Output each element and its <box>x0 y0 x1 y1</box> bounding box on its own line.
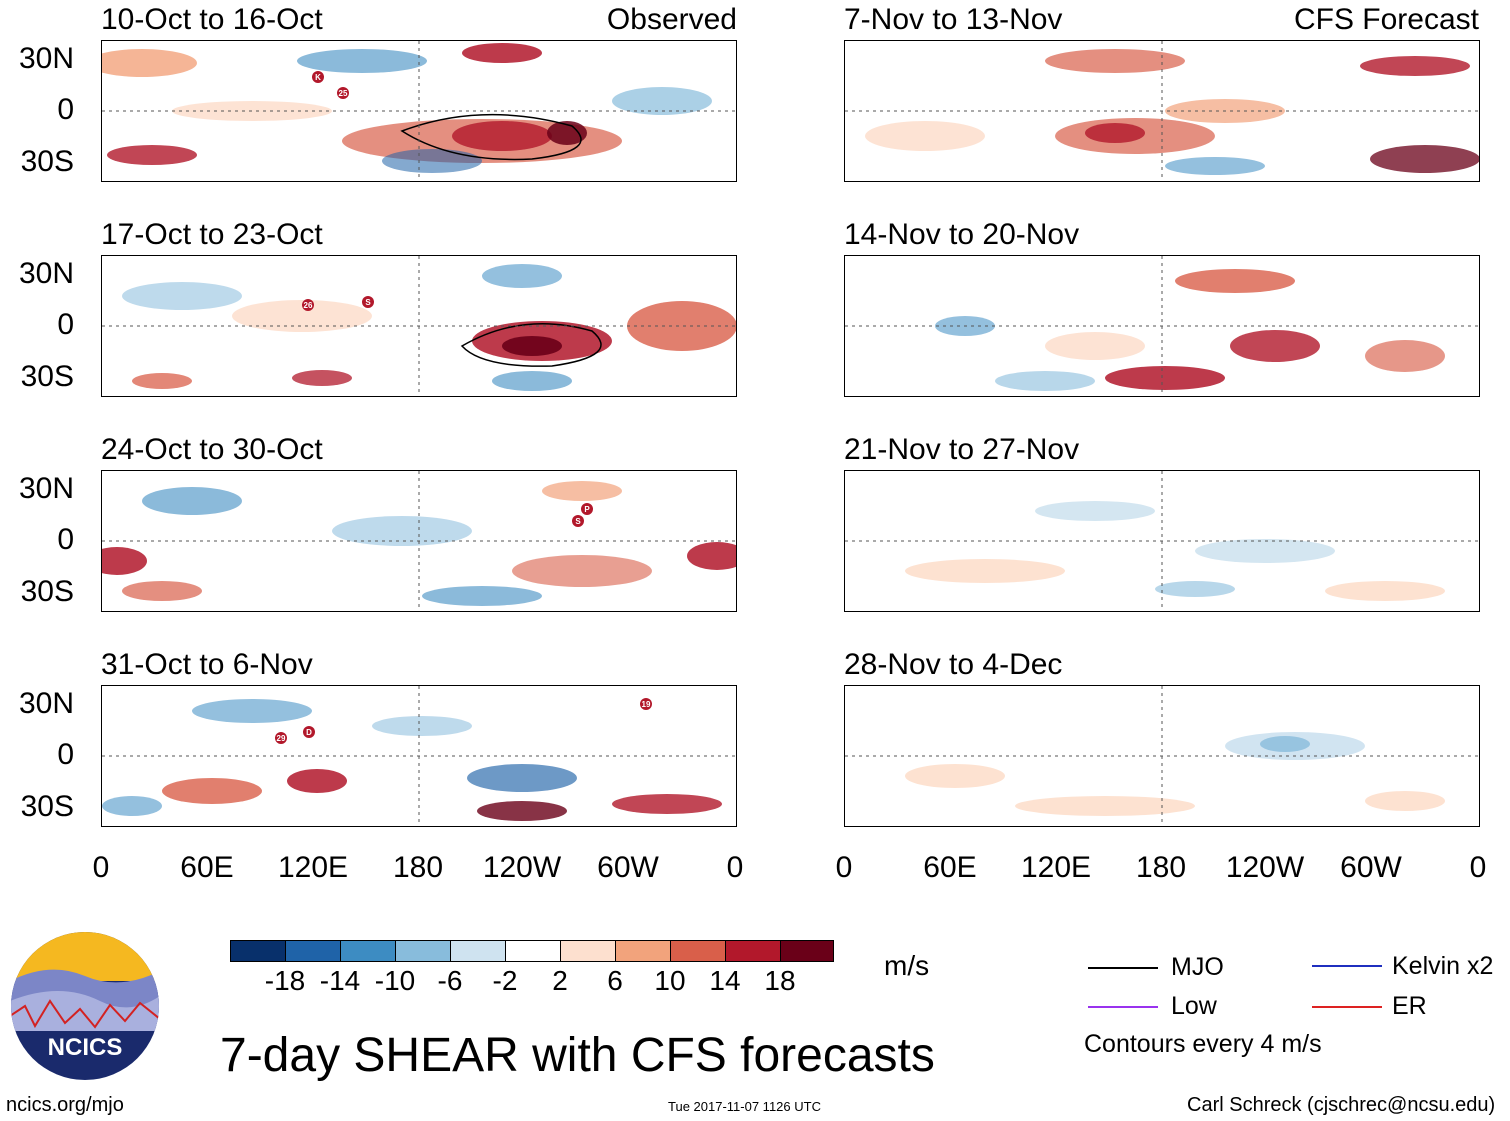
ylabel-30n: 30N <box>18 472 74 505</box>
map-panel-obs-2 <box>101 255 737 397</box>
map-panel-fcst-3 <box>844 470 1480 612</box>
panel-title-obs-2: 17-Oct to 23-Oct <box>101 218 323 251</box>
storm-marker: K 25 26 S P S 29 D 19 <box>275 71 652 744</box>
ylabel-30s: 30S <box>20 145 74 178</box>
ylabel-30s: 30S <box>20 360 74 393</box>
xlabel-120w: 120W <box>482 851 562 884</box>
colorbar-box <box>505 940 560 962</box>
map-panel-obs-4 <box>101 685 737 827</box>
svg-text:P: P <box>584 505 590 514</box>
colorbar-box <box>285 940 340 962</box>
map-panel-fcst-2 <box>844 255 1480 397</box>
colorbar-box <box>560 940 615 962</box>
svg-text:S: S <box>575 517 581 526</box>
svg-text:S: S <box>365 298 371 307</box>
legend-swatch-kelvin <box>1312 965 1382 967</box>
legend-label-low: Low <box>1171 992 1217 1020</box>
xlabel-120e: 120E <box>277 851 349 884</box>
xlabel-180: 180 <box>392 851 444 884</box>
colorbar-label: -18 <box>264 965 306 996</box>
colorbar-box <box>395 940 450 962</box>
ylabel-0: 0 <box>57 523 74 556</box>
ylabel-0: 0 <box>57 93 74 126</box>
xlabel-0: 0 <box>835 851 853 884</box>
legend-swatch-low <box>1088 1006 1158 1008</box>
panel-title-obs-1: 10-Oct to 16-Oct <box>101 3 323 36</box>
observed-label: Observed <box>606 3 737 36</box>
xlabel-0: 0 <box>92 851 110 884</box>
map-panel-obs-1 <box>101 40 737 182</box>
main-title: 7-day SHEAR with CFS forecasts <box>220 1029 935 1082</box>
logo-text: NCICS <box>48 1034 123 1061</box>
ylabel-30n: 30N <box>18 42 74 75</box>
colorbar-box <box>780 940 834 962</box>
storm-markers: K 25 26 S P S 29 D 19 <box>275 71 652 744</box>
panel-title-fcst-2: 14-Nov to 20-Nov <box>844 218 1080 251</box>
panel-title-fcst-1: 7-Nov to 13-Nov <box>844 3 1063 36</box>
colorbar-label: 10 <box>654 965 686 996</box>
xlabel-60w: 60W <box>597 851 659 884</box>
xlabel-60w: 60W <box>1340 851 1402 884</box>
ncics-logo: NCICS <box>10 931 160 1081</box>
map-panel-obs-3 <box>101 470 737 612</box>
colorbar-box <box>725 940 780 962</box>
svg-text:19: 19 <box>642 700 651 709</box>
colorbar-label: -10 <box>374 965 416 996</box>
ylabel-0: 0 <box>57 308 74 341</box>
legend-swatch-er <box>1312 1006 1382 1008</box>
colorbar-label: -14 <box>319 965 361 996</box>
xlabel-60e: 60E <box>180 851 234 884</box>
xlabel-120e: 120E <box>1020 851 1092 884</box>
footer-timestamp: Tue 2017-11-07 1126 UTC <box>668 1099 821 1114</box>
colorbar-label: 18 <box>764 965 796 996</box>
xlabel-0-end: 0 <box>1469 851 1487 884</box>
colorbar-label: -2 <box>492 965 518 996</box>
ylabel-30s: 30S <box>20 575 74 608</box>
panel-title-fcst-3: 21-Nov to 27-Nov <box>844 433 1080 466</box>
footer-url[interactable]: ncics.org/mjo <box>6 1094 124 1116</box>
xlabel-0-end: 0 <box>726 851 744 884</box>
legend-label-mjo: MJO <box>1171 953 1224 981</box>
colorbar-label: 2 <box>552 965 568 996</box>
ylabel-30s: 30S <box>20 790 74 823</box>
footer-credit: Carl Schreck (cjschrec@ncsu.edu) <box>1187 1094 1496 1116</box>
legend-swatch-mjo <box>1088 967 1158 969</box>
svg-text:K: K <box>315 73 321 82</box>
colorbar-label: 14 <box>709 965 741 996</box>
ylabel-30n: 30N <box>18 687 74 720</box>
ylabel-0: 0 <box>57 738 74 771</box>
panel-title-fcst-4: 28-Nov to 4-Dec <box>844 648 1063 681</box>
cfs-forecast-label: CFS Forecast <box>1293 3 1479 36</box>
map-panel-fcst-1 <box>844 40 1480 182</box>
legend-label-er: ER <box>1392 992 1427 1020</box>
panel-title-obs-4: 31-Oct to 6-Nov <box>101 648 313 681</box>
svg-text:29: 29 <box>277 734 286 743</box>
map-panel-fcst-4 <box>844 685 1480 827</box>
colorbar-box <box>340 940 395 962</box>
colorbar-units: m/s <box>884 950 930 981</box>
svg-text:26: 26 <box>304 301 313 310</box>
svg-text:25: 25 <box>339 89 348 98</box>
colorbar-box <box>230 940 285 962</box>
xlabel-120w: 120W <box>1225 851 1305 884</box>
legend-label-kelvin: Kelvin x2 <box>1392 952 1494 980</box>
colorbar-label: -6 <box>437 965 463 996</box>
colorbar-box <box>450 940 505 962</box>
ylabel-30n: 30N <box>18 257 74 290</box>
svg-text:D: D <box>306 728 312 737</box>
xlabel-180: 180 <box>1135 851 1187 884</box>
contour-note: Contours every 4 m/s <box>1084 1030 1322 1058</box>
xlabel-60e: 60E <box>923 851 977 884</box>
colorbar-label: 6 <box>607 965 623 996</box>
colorbar-box <box>615 940 670 962</box>
colorbar-box <box>670 940 725 962</box>
panel-title-obs-3: 24-Oct to 30-Oct <box>101 433 323 466</box>
